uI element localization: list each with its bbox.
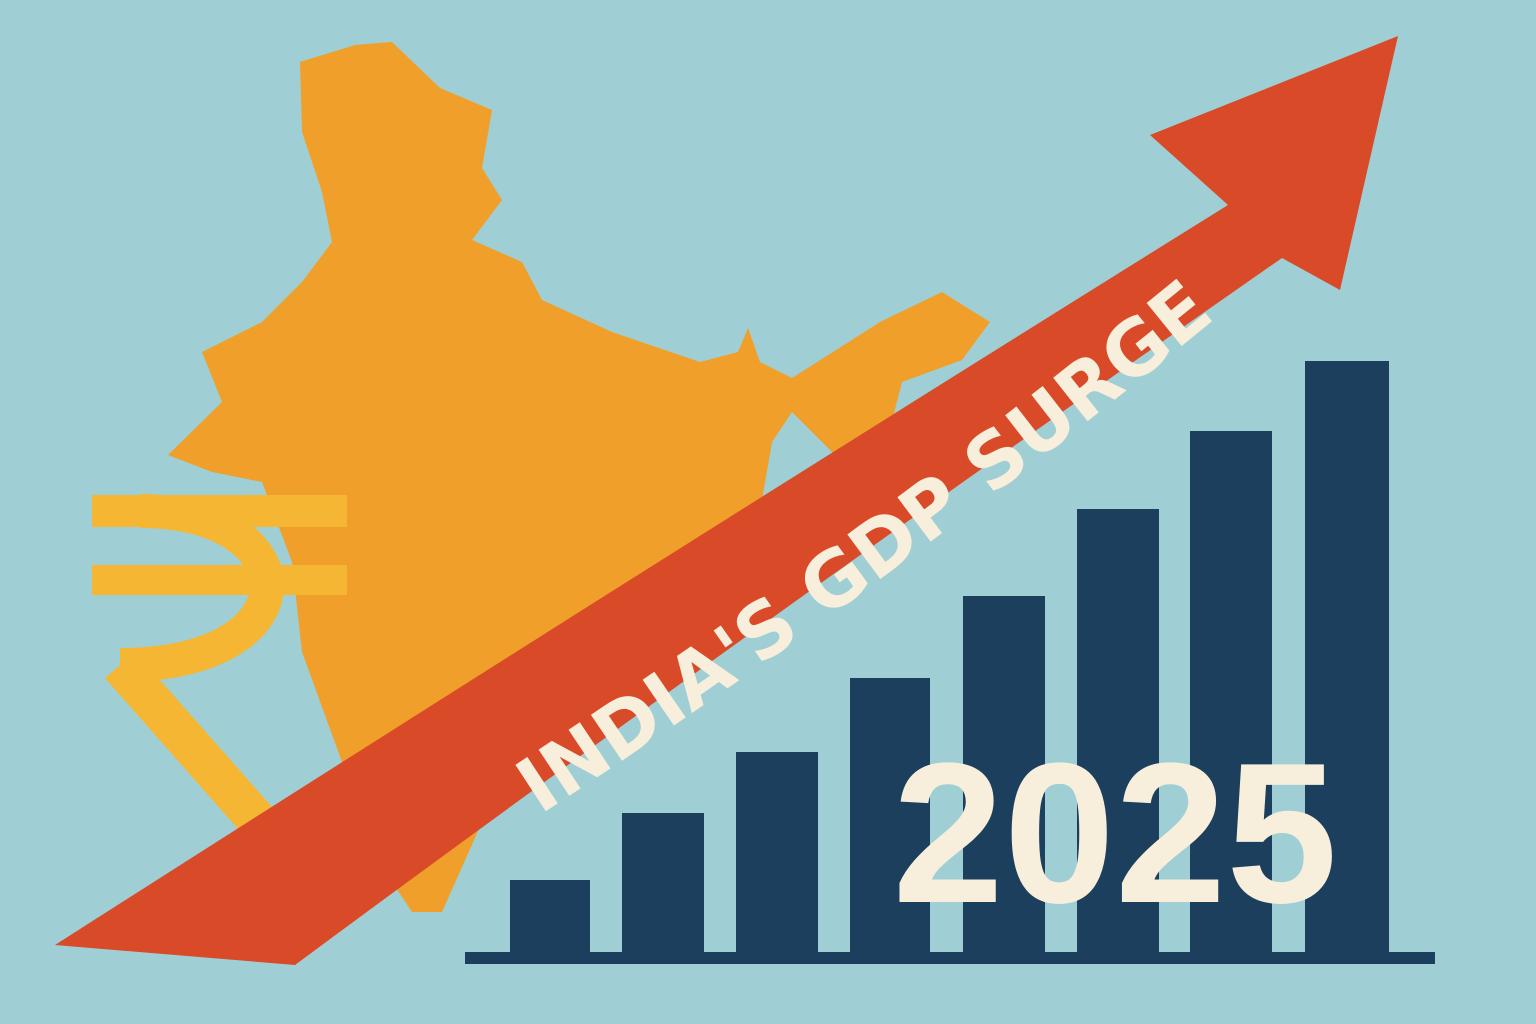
bar-chart-graphic bbox=[465, 361, 1435, 964]
arrow bbox=[55, 36, 1398, 965]
year: 2025 bbox=[893, 722, 1338, 945]
india-map bbox=[168, 42, 990, 912]
rupee-icon bbox=[92, 494, 347, 849]
